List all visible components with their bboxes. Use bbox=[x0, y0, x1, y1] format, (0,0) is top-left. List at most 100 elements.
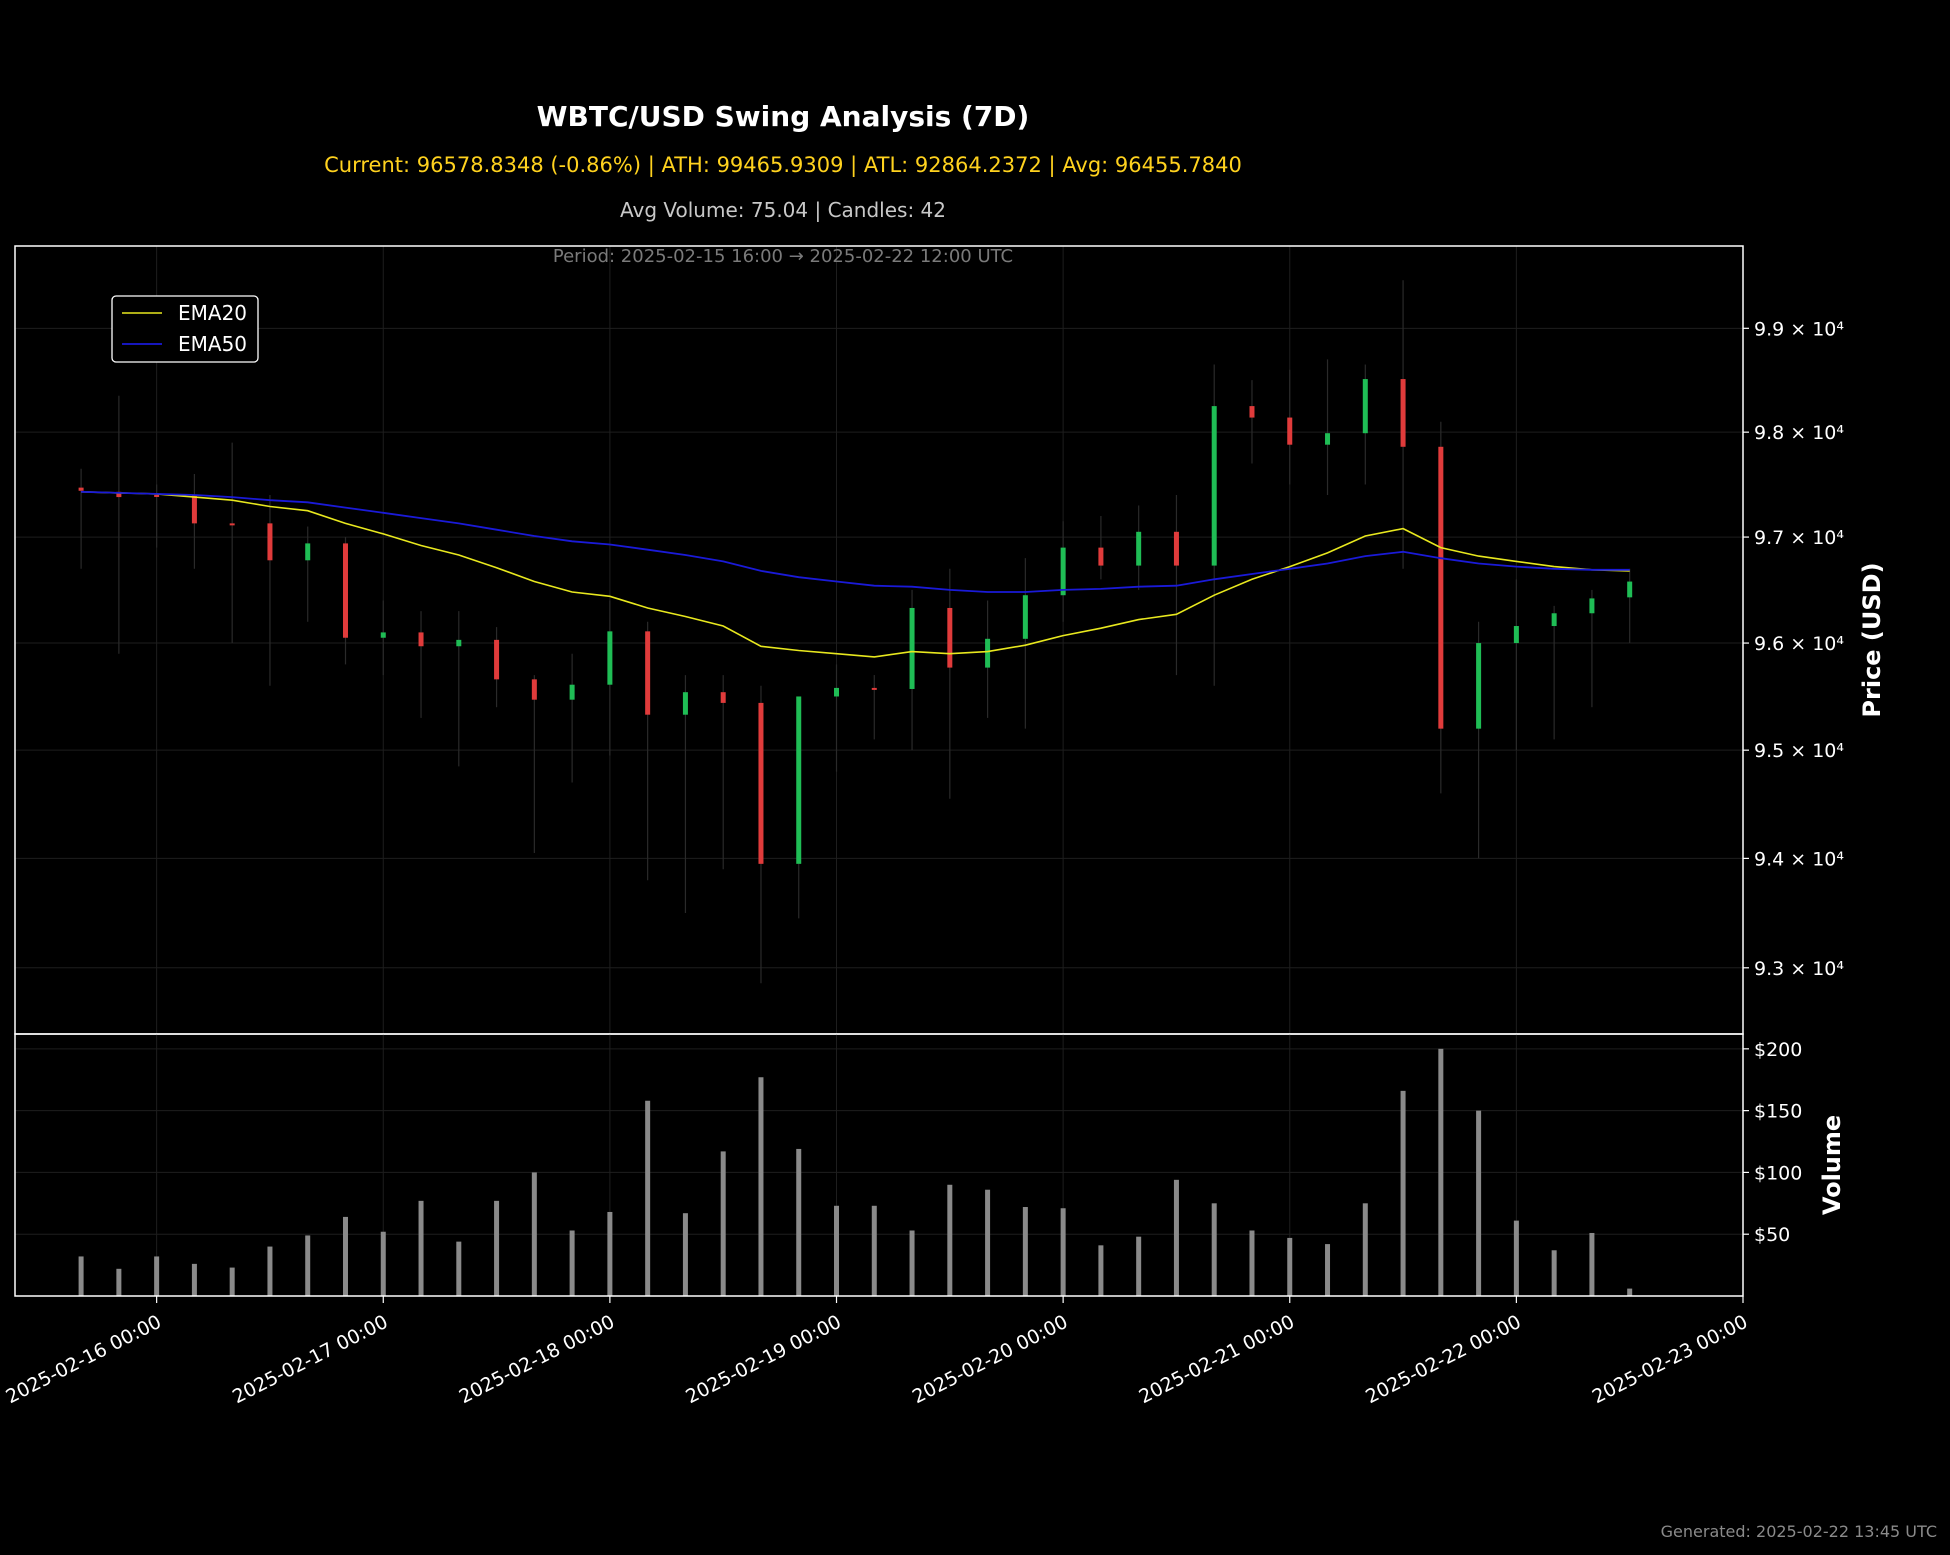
candle-up bbox=[569, 684, 575, 700]
candle-down bbox=[947, 607, 953, 668]
time-tick-label: 2025-02-23 00:00 bbox=[1589, 1311, 1752, 1408]
volume-bar bbox=[342, 1216, 348, 1296]
volume-bar bbox=[1098, 1245, 1104, 1296]
candle-down bbox=[229, 523, 235, 526]
volume-bar bbox=[1362, 1203, 1368, 1296]
time-tick-label: 2025-02-22 00:00 bbox=[1362, 1311, 1525, 1408]
volume-axis-ticks: $50 $100 $150 $200 bbox=[1743, 1039, 1802, 1246]
legend-ema20-label: EMA20 bbox=[178, 301, 247, 325]
legend-ema50-label: EMA50 bbox=[178, 332, 247, 356]
ema20-line bbox=[81, 491, 1630, 658]
volume-bar bbox=[758, 1077, 764, 1296]
candle-up bbox=[682, 692, 688, 715]
volume-bar bbox=[1211, 1203, 1217, 1296]
candle-up bbox=[1476, 643, 1482, 729]
volume-bar bbox=[947, 1184, 953, 1296]
candle-down bbox=[418, 632, 424, 647]
price-plot-area bbox=[15, 246, 1743, 1034]
time-tick-label: 2025-02-17 00:00 bbox=[229, 1311, 392, 1408]
volume-axis-label: Volume bbox=[1818, 1115, 1846, 1215]
candle-down bbox=[1400, 379, 1406, 447]
volume-summary: Avg Volume: 75.04 | Candles: 42 bbox=[620, 198, 946, 222]
candle-down bbox=[1438, 446, 1444, 729]
price-panel: Period: 2025-02-15 16:00 → 2025-02-22 12… bbox=[14, 245, 1886, 1035]
candle-up bbox=[305, 543, 311, 561]
volume-bar bbox=[720, 1151, 726, 1296]
volume-bar bbox=[1400, 1090, 1406, 1296]
candle-up bbox=[1211, 406, 1217, 566]
candle-down bbox=[531, 679, 537, 700]
volume-gridlines bbox=[15, 1048, 1743, 1235]
price-tick-label: 9.7 × 10⁴ bbox=[1754, 527, 1844, 549]
volume-panel: $50 $100 $150 $200 Volume bbox=[14, 1033, 1846, 1297]
volume-plot-frame bbox=[14, 1033, 1744, 1297]
volume-bar bbox=[682, 1213, 688, 1296]
volume-bar bbox=[78, 1256, 84, 1296]
volume-bar bbox=[1551, 1250, 1557, 1296]
price-tick-label: 9.6 × 10⁴ bbox=[1754, 633, 1844, 655]
time-tick-label: 2025-02-19 00:00 bbox=[682, 1311, 845, 1408]
volume-bar bbox=[531, 1172, 537, 1296]
candle-down bbox=[191, 494, 197, 524]
candle-down bbox=[342, 543, 348, 638]
volume-bar bbox=[569, 1230, 575, 1296]
candle-down bbox=[720, 692, 726, 703]
candle-up bbox=[985, 638, 991, 668]
candle-up bbox=[1627, 581, 1633, 598]
price-axis-ticks: 9.3 × 10⁴ 9.4 × 10⁴ 9.5 × 10⁴ 9.6 × 10⁴ 9.7 … bbox=[1743, 318, 1844, 980]
candle-up bbox=[380, 632, 386, 638]
volume-bar bbox=[1173, 1179, 1179, 1296]
time-tick-label: 2025-02-18 00:00 bbox=[456, 1311, 619, 1408]
candle-up bbox=[607, 631, 613, 685]
candle-down bbox=[1249, 406, 1255, 418]
volume-bar bbox=[229, 1267, 235, 1296]
volume-bar bbox=[607, 1211, 613, 1296]
candle-down bbox=[758, 702, 764, 864]
candle-up bbox=[1136, 531, 1142, 566]
candle-down bbox=[267, 523, 273, 561]
candle-up bbox=[1060, 547, 1066, 596]
volume-bar bbox=[380, 1231, 386, 1296]
price-tick-label: 9.9 × 10⁴ bbox=[1754, 318, 1844, 340]
price-tick-label: 9.4 × 10⁴ bbox=[1754, 848, 1844, 870]
volume-tick-label: $100 bbox=[1754, 1162, 1802, 1184]
price-tick-label: 9.8 × 10⁴ bbox=[1754, 422, 1844, 444]
price-tick-label: 9.3 × 10⁴ bbox=[1754, 958, 1844, 980]
volume-bar bbox=[1513, 1220, 1519, 1296]
price-axis-label: Price (USD) bbox=[1858, 562, 1886, 717]
period-line: Period: 2025-02-15 16:00 → 2025-02-22 12… bbox=[553, 246, 1013, 267]
time-axis-ticks: 2025-02-16 00:00 2025-02-17 00:00 2025-02-… bbox=[2, 1296, 1751, 1408]
volume-bar bbox=[494, 1200, 500, 1296]
volume-bar bbox=[1438, 1048, 1444, 1296]
volume-bar bbox=[1060, 1208, 1066, 1296]
candle-up bbox=[796, 696, 802, 864]
candle-up bbox=[456, 639, 462, 647]
generated-timestamp: Generated: 2025-02-22 13:45 UTC bbox=[1661, 1522, 1937, 1541]
volume-bar bbox=[796, 1148, 802, 1296]
candle-down bbox=[1098, 547, 1104, 566]
volume-bars bbox=[78, 1048, 1633, 1296]
candle-down bbox=[116, 491, 122, 498]
volume-bar bbox=[1022, 1207, 1028, 1296]
volume-bar bbox=[985, 1189, 991, 1296]
ema50-line bbox=[81, 490, 1630, 593]
volume-bar bbox=[116, 1268, 122, 1296]
candle-up bbox=[909, 607, 915, 689]
time-tick-label: 2025-02-21 00:00 bbox=[1135, 1311, 1298, 1408]
time-tick-label: 2025-02-20 00:00 bbox=[909, 1311, 1072, 1408]
volume-bar bbox=[154, 1256, 160, 1296]
volume-bar bbox=[456, 1241, 462, 1296]
candle-down bbox=[78, 487, 84, 491]
legend: EMA20 EMA50 bbox=[111, 295, 259, 363]
volume-tick-label: $150 bbox=[1754, 1101, 1802, 1123]
volume-bar bbox=[267, 1246, 273, 1296]
volume-bar bbox=[834, 1205, 840, 1296]
volume-tick-label: $200 bbox=[1754, 1039, 1802, 1061]
volume-bar bbox=[1589, 1232, 1595, 1296]
candle-down bbox=[1173, 531, 1179, 566]
volume-bar bbox=[871, 1205, 877, 1296]
candle-down bbox=[494, 639, 500, 680]
price-tick-label: 9.5 × 10⁴ bbox=[1754, 740, 1844, 762]
volume-bar bbox=[1476, 1110, 1482, 1296]
candle-up bbox=[1325, 433, 1331, 445]
